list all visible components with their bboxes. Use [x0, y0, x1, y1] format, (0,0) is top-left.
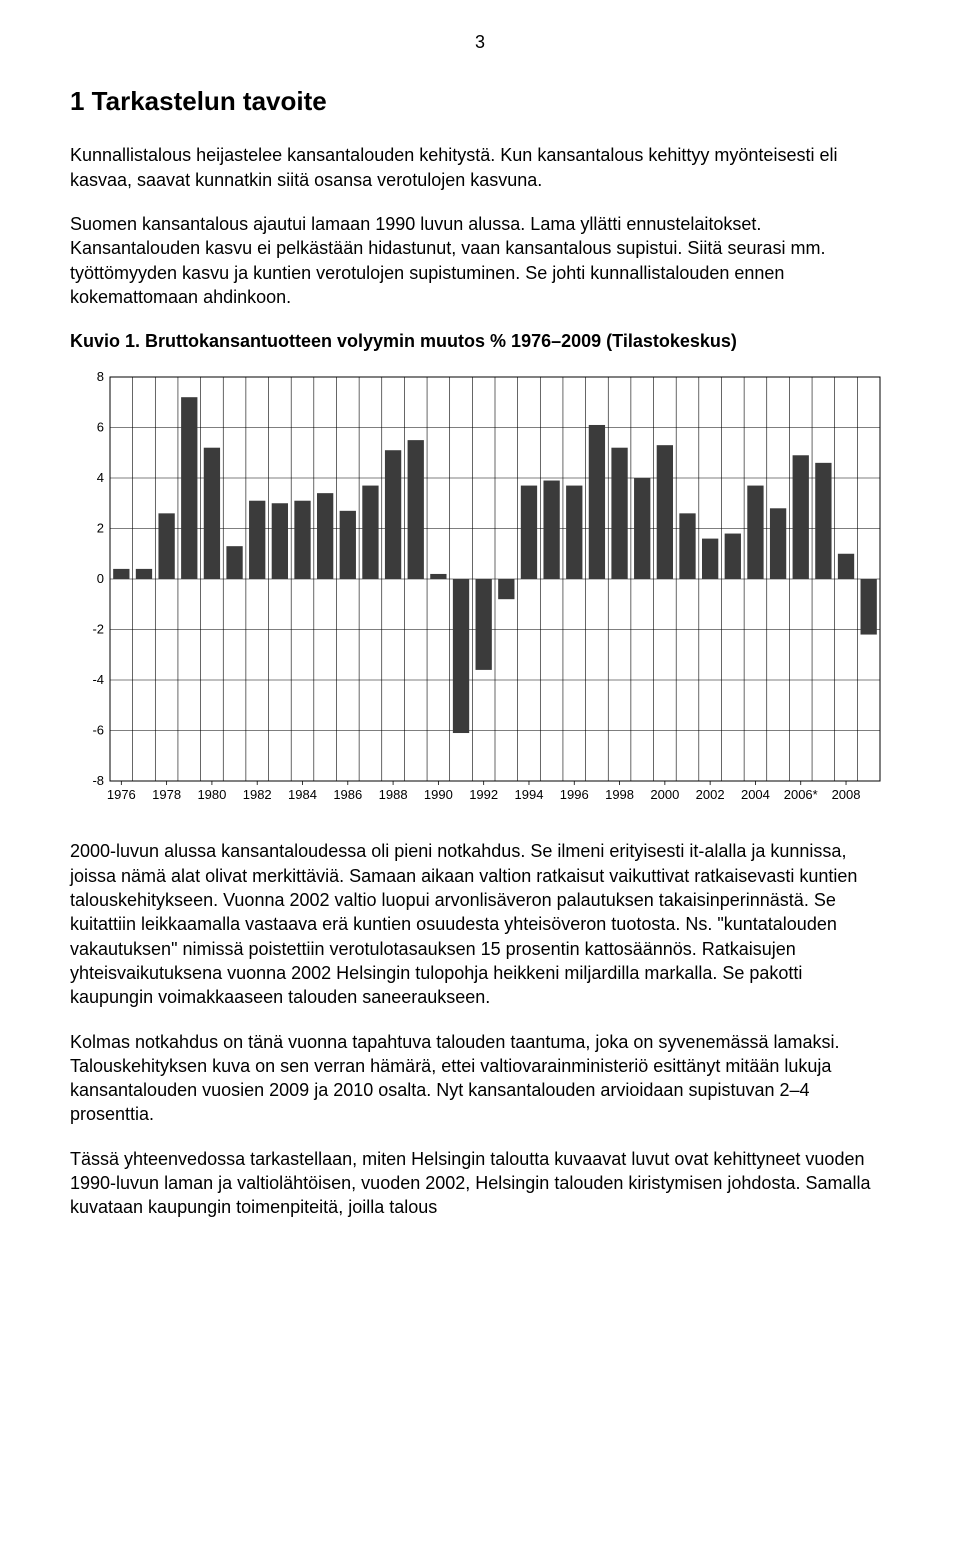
chart-title: Kuvio 1. Bruttokansantuotteen volyymin m…	[70, 329, 890, 353]
paragraph-2000s: 2000-luvun alussa kansantaloudessa oli p…	[70, 839, 890, 1009]
svg-text:1984: 1984	[288, 787, 317, 802]
bar	[181, 398, 197, 580]
svg-text:1994: 1994	[515, 787, 544, 802]
bar	[226, 547, 242, 580]
svg-text:2004: 2004	[741, 787, 770, 802]
svg-text:-8: -8	[92, 773, 104, 788]
bar	[815, 463, 831, 579]
bar	[589, 425, 605, 579]
svg-text:1988: 1988	[379, 787, 408, 802]
bar	[657, 446, 673, 580]
bar	[838, 554, 854, 579]
gdp-bar-chart-svg: -8 -6 -4 -2 0 2 4 6 8 1976 1978 1980 1982 1984 1986 198…	[70, 369, 890, 809]
bar	[294, 501, 310, 579]
page-title: 1 Tarkastelun tavoite	[70, 84, 890, 119]
svg-text:1986: 1986	[333, 787, 362, 802]
bar	[747, 486, 763, 579]
bar	[793, 456, 809, 580]
svg-text:-2: -2	[92, 622, 104, 637]
paragraph-intro: Kunnallistalous heijastelee kansantaloud…	[70, 143, 890, 192]
bar	[725, 534, 741, 579]
svg-text:2000: 2000	[650, 787, 679, 802]
bar	[702, 539, 718, 579]
svg-text:6: 6	[97, 420, 104, 435]
bar	[113, 569, 129, 579]
bar	[634, 478, 650, 579]
svg-text:2008: 2008	[832, 787, 861, 802]
paragraph-summary: Tässä yhteenvedossa tarkastellaan, miten…	[70, 1147, 890, 1220]
bar	[430, 574, 446, 579]
bar	[408, 441, 424, 580]
bar	[476, 579, 492, 670]
bar	[317, 494, 333, 580]
svg-text:1996: 1996	[560, 787, 589, 802]
paragraph-lama: Suomen kansantalous ajautui lamaan 1990 …	[70, 212, 890, 309]
page-number: 3	[70, 30, 890, 54]
svg-text:8: 8	[97, 369, 104, 384]
svg-text:1976: 1976	[107, 787, 136, 802]
bar	[249, 501, 265, 579]
bar	[340, 511, 356, 579]
bar	[770, 509, 786, 580]
bar	[453, 579, 469, 733]
bar	[498, 579, 514, 599]
bar	[861, 579, 877, 635]
svg-text:1998: 1998	[605, 787, 634, 802]
bar	[543, 481, 559, 579]
svg-text:2002: 2002	[696, 787, 725, 802]
svg-text:4: 4	[97, 470, 104, 485]
bar	[272, 504, 288, 580]
bar	[136, 569, 152, 579]
bar	[362, 486, 378, 579]
svg-text:1982: 1982	[243, 787, 272, 802]
gdp-chart: -8 -6 -4 -2 0 2 4 6 8 1976 1978 1980 1982 1984 1986 198…	[70, 369, 890, 809]
svg-text:1978: 1978	[152, 787, 181, 802]
svg-text:1992: 1992	[469, 787, 498, 802]
bar	[521, 486, 537, 579]
svg-text:-6: -6	[92, 723, 104, 738]
paragraph-third-dip: Kolmas notkahdus on tänä vuonna tapahtuv…	[70, 1030, 890, 1127]
bar	[611, 448, 627, 579]
bar	[158, 514, 174, 580]
svg-text:2006*: 2006*	[784, 787, 818, 802]
svg-text:2: 2	[97, 521, 104, 536]
svg-text:-4: -4	[92, 672, 104, 687]
bar	[204, 448, 220, 579]
svg-text:1990: 1990	[424, 787, 453, 802]
bar	[385, 451, 401, 580]
svg-text:0: 0	[97, 571, 104, 586]
bar	[566, 486, 582, 579]
svg-text:1980: 1980	[197, 787, 226, 802]
bar	[679, 514, 695, 580]
